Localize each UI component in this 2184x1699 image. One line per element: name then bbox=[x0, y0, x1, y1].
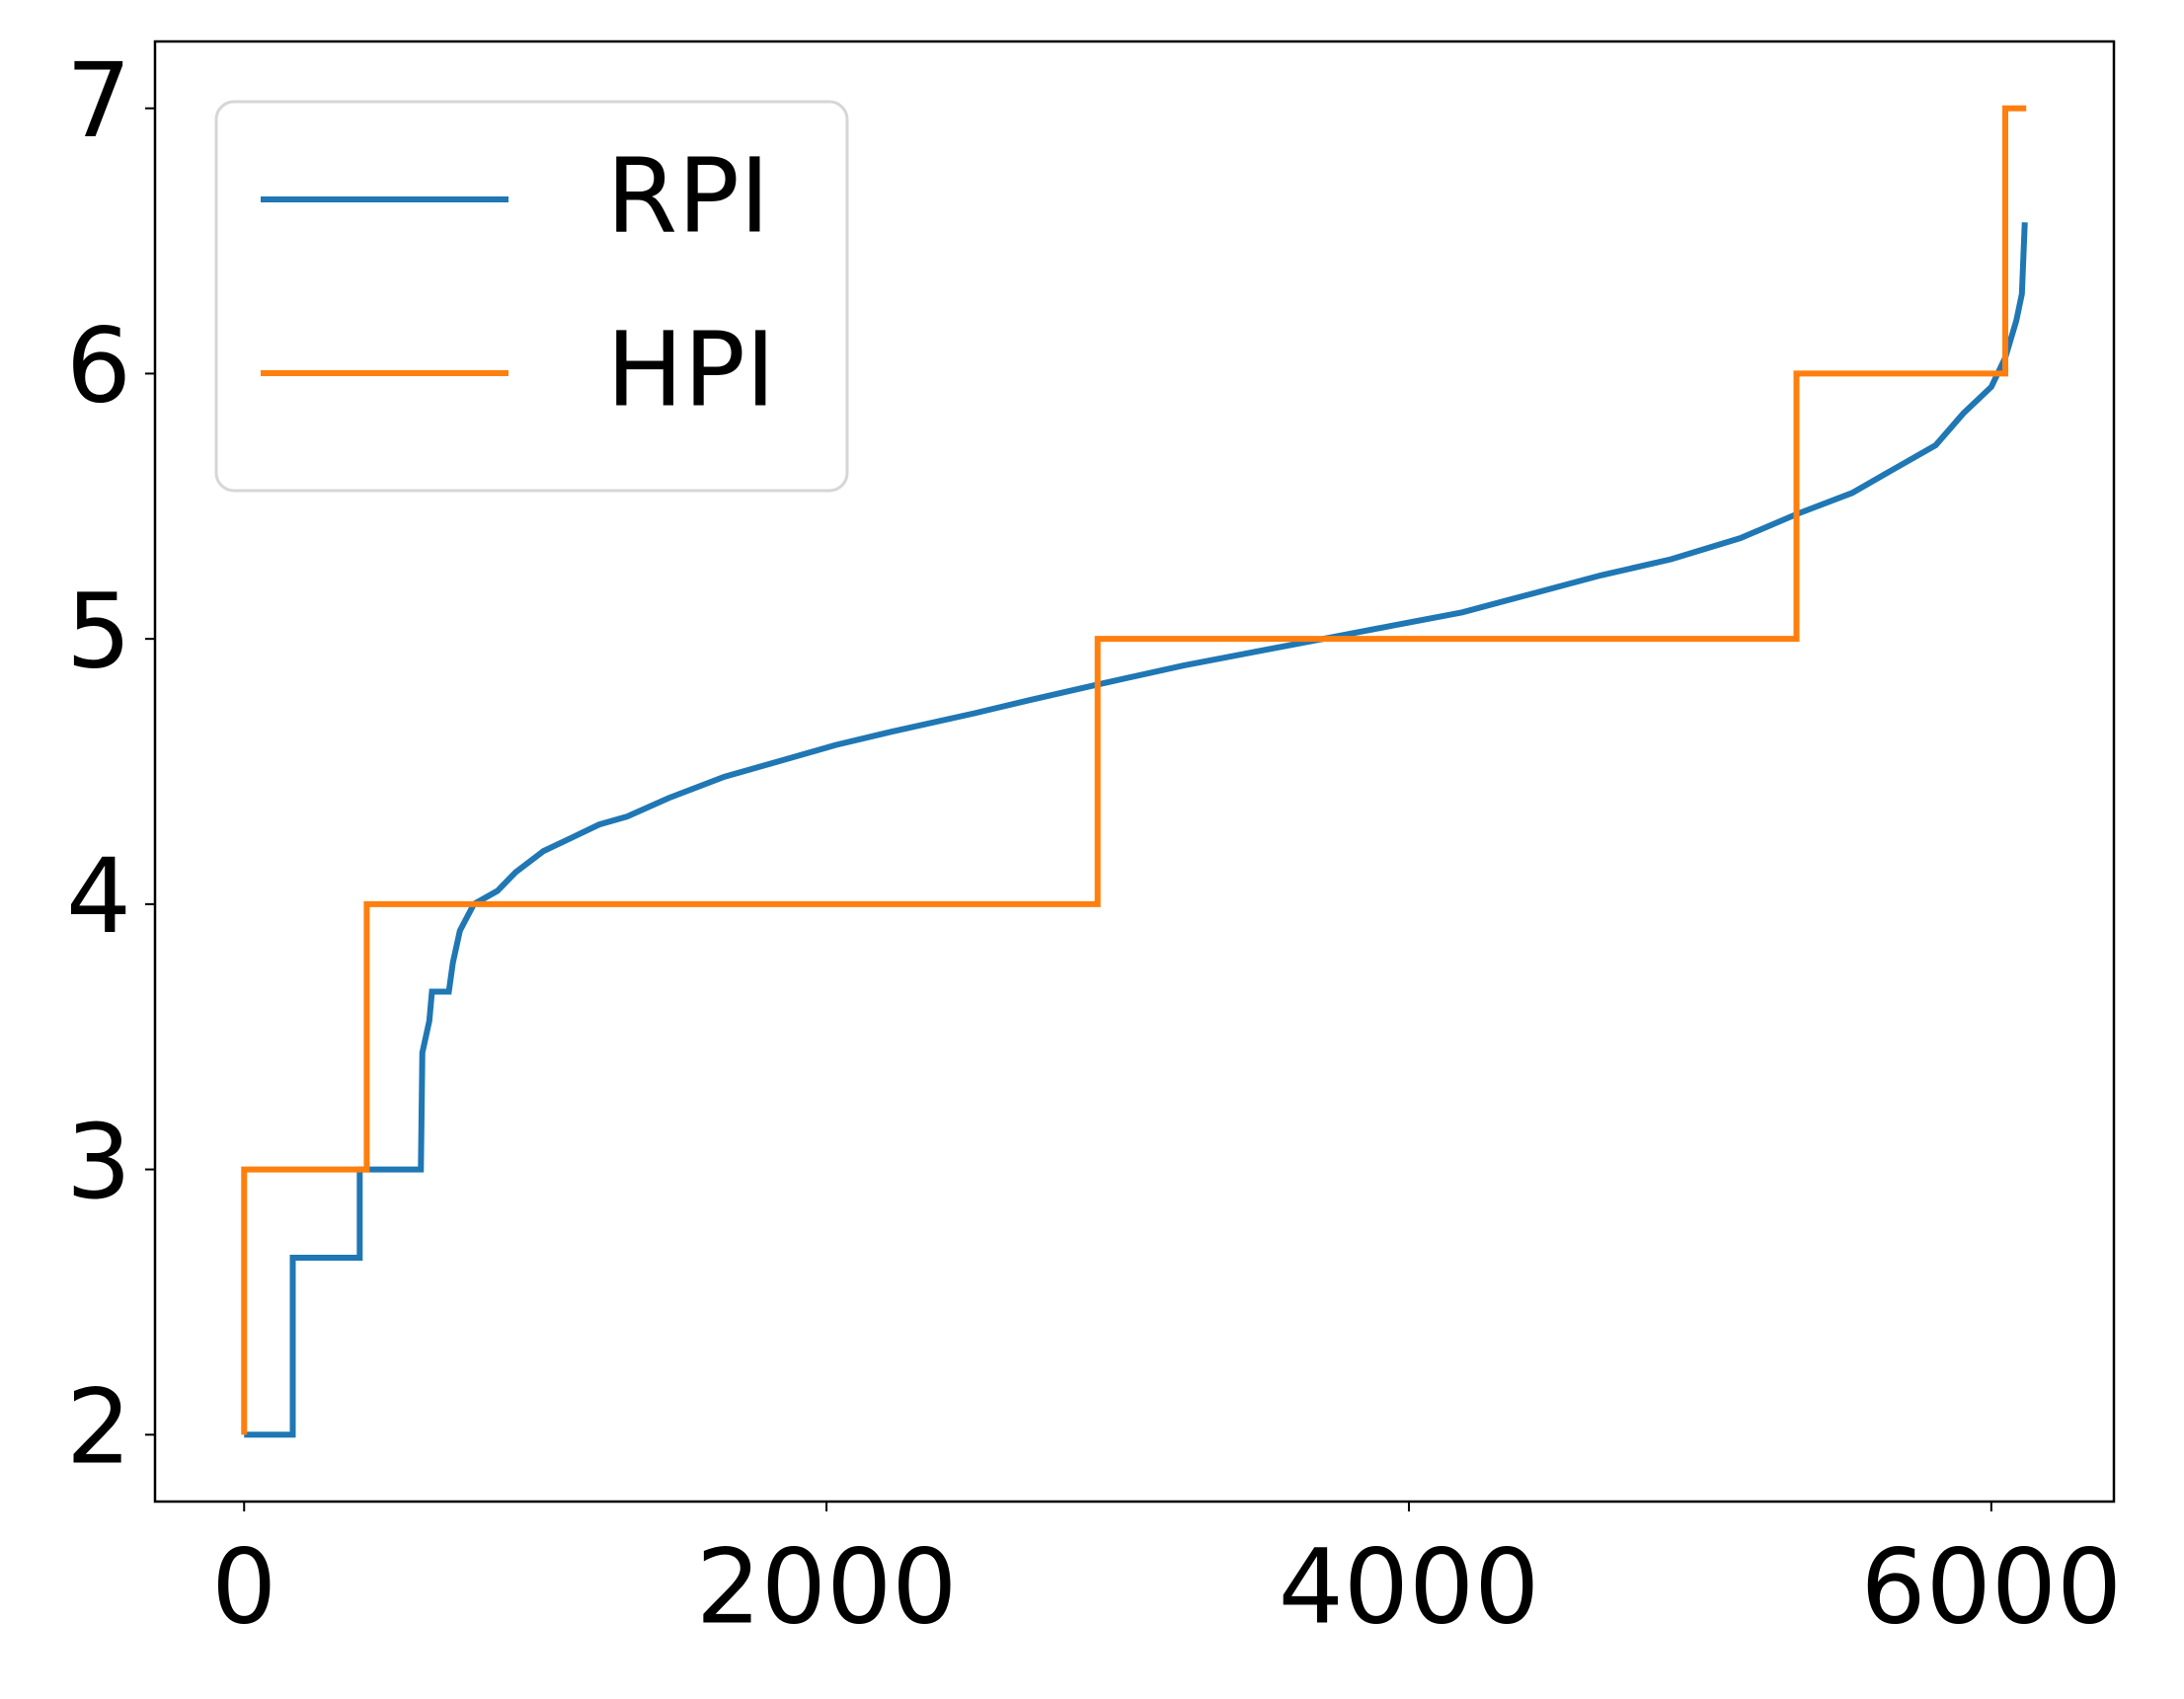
axes-frame bbox=[153, 39, 2116, 1504]
x-tick-label: 6000 bbox=[1860, 1526, 2122, 1647]
series-line bbox=[241, 105, 2027, 1435]
series-line bbox=[244, 222, 2028, 1438]
y-tick-label: 5 bbox=[66, 571, 131, 691]
legend-label: RPI bbox=[606, 135, 770, 256]
y-tick-label: 2 bbox=[66, 1367, 131, 1488]
y-tick-label: 7 bbox=[66, 40, 131, 161]
y-tick-label: 3 bbox=[66, 1102, 131, 1222]
x-tick-label: 4000 bbox=[1279, 1526, 1540, 1647]
y-tick-label: 4 bbox=[66, 836, 131, 957]
x-tick-label: 0 bbox=[211, 1526, 276, 1647]
y-tick-label: 6 bbox=[66, 306, 131, 426]
x-tick-label: 2000 bbox=[696, 1526, 958, 1647]
legend-label: HPI bbox=[606, 309, 776, 429]
